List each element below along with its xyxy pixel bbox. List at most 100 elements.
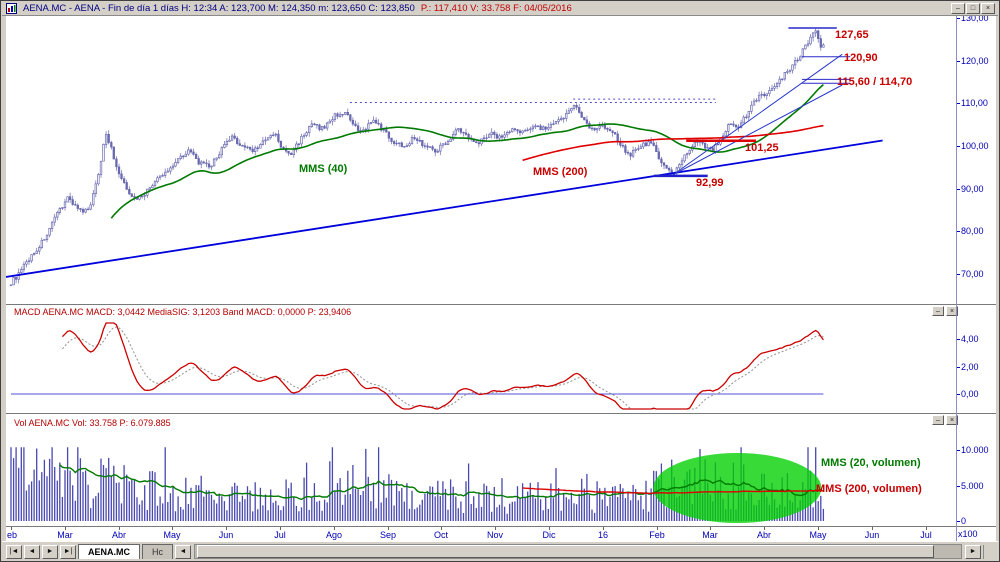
macd-close-button[interactable]: ×: [946, 306, 958, 316]
label-92-99: 92,99: [696, 177, 724, 189]
time-axis-tick: [226, 527, 227, 530]
time-axis-tick: [926, 527, 927, 530]
price-axis-tick: [956, 189, 960, 190]
next-tab-button[interactable]: ►: [42, 544, 58, 559]
price-axis-label: 110,00: [961, 98, 988, 108]
price-axis-tick: [956, 146, 960, 147]
price-axis-tick: [956, 231, 960, 232]
time-axis-label: Abr: [756, 530, 772, 540]
time-axis-tick: [872, 527, 873, 530]
first-tab-button[interactable]: |◄: [6, 544, 22, 559]
macd-header-text: MACD AENA.MC MACD: 3,0442 MediaSIG: 3,12…: [14, 307, 352, 317]
volume-panel-header: Vol AENA.MC Vol: 33.758 P: 6.079.885 – ×: [6, 413, 996, 430]
label-mms-20-volumen: MMS (20, volumen): [821, 457, 921, 469]
axis-separator-line: [956, 15, 957, 541]
price-axis-label: 80,00: [961, 226, 984, 236]
window-title-values: P.: 117,410 V: 33.758 F: 04/05/2016: [420, 3, 572, 14]
volume-header-text: Vol AENA.MC Vol: 33.758 P: 6.079.885: [14, 418, 171, 428]
time-axis-tick: [657, 527, 658, 530]
price-axis-label: 130,00: [961, 13, 989, 23]
label-115-60-114-70: 115,60 / 114,70: [837, 76, 913, 88]
time-axis-tick: [388, 527, 389, 530]
hscroll-right-button[interactable]: ►: [965, 544, 981, 559]
time-axis: eb Mar Abr May Jun Jul Ago Sep Oct Nov Dic 16 Feb Mar…: [6, 526, 996, 541]
time-axis-label: Ago: [325, 530, 343, 540]
macd-axis-tick: [956, 367, 960, 368]
time-axis-tick: [603, 527, 604, 530]
hscroll-thumb[interactable]: [197, 545, 935, 558]
macd-panel-header: MACD AENA.MC MACD: 3,0442 MediaSIG: 3,12…: [6, 304, 996, 317]
maximize-button[interactable]: □: [966, 3, 980, 14]
macd-axis-tick: [956, 339, 960, 340]
label-101-25: 101,25: [745, 142, 779, 154]
price-panel: 130,00 120,00 110,00 100,00 90,00 80,00 70,00 …: [6, 13, 996, 304]
title-bar: AENA.MC - AENA - Fin de día 1 días H: 12…: [2, 2, 998, 16]
label-mms-40: MMS (40): [299, 163, 348, 175]
tab-hc[interactable]: Hc: [142, 544, 173, 559]
hscroll-track[interactable]: [194, 544, 962, 559]
time-axis-tick: [334, 527, 335, 530]
resize-grip[interactable]: [983, 544, 998, 559]
macd-axis-label: 2,00: [961, 362, 979, 372]
price-axis-label: 120,00: [961, 56, 989, 66]
close-button[interactable]: ×: [981, 3, 995, 14]
time-axis-tick: [764, 527, 765, 530]
time-axis-tick: [65, 527, 66, 530]
time-axis-label: Jul: [920, 530, 932, 540]
volume-axis: 10.000 5.000 0: [956, 430, 996, 526]
price-axis-label: 90,00: [961, 184, 984, 194]
time-axis-label: Jun: [218, 530, 234, 540]
tab-bar: |◄ ◄ ► ►| AENA.MC Hc ◄ ►: [2, 541, 998, 561]
price-axis-label: 100,00: [961, 141, 989, 151]
label-127-65: 127,65: [835, 29, 869, 41]
time-axis-label: Mar: [702, 530, 718, 540]
time-axis-label: Abr: [111, 530, 127, 540]
vol-multiplier-label: x100: [958, 529, 978, 539]
hscroll-left-button[interactable]: ◄: [175, 544, 191, 559]
macd-axis: 4,00 2,00 0,00: [956, 317, 996, 413]
time-axis-tick: [818, 527, 819, 530]
window-controls: – □ ×: [951, 3, 995, 14]
macd-collapse-button[interactable]: –: [932, 306, 944, 316]
time-axis-label: Jun: [864, 530, 880, 540]
time-axis-tick: [172, 527, 173, 530]
macd-chart[interactable]: [6, 317, 956, 413]
volume-chart[interactable]: [6, 430, 956, 526]
macd-axis-label: 0,00: [961, 389, 979, 399]
time-axis-tick: [11, 527, 12, 530]
time-axis-label: Oct: [433, 530, 449, 540]
label-mms-200: MMS (200): [533, 166, 588, 178]
time-axis-label: Feb: [649, 530, 665, 540]
volume-close-button[interactable]: ×: [946, 415, 958, 425]
tab-aena-mc[interactable]: AENA.MC: [78, 544, 140, 559]
macd-panel: 4,00 2,00 0,00: [6, 317, 996, 413]
last-tab-button[interactable]: ►|: [60, 544, 76, 559]
macd-axis-tick: [956, 394, 960, 395]
price-axis-tick: [956, 18, 960, 19]
volume-axis-tick: [956, 450, 960, 451]
window-title: AENA.MC - AENA - Fin de día 1 días H: 12…: [23, 3, 415, 14]
chart-icon: [6, 3, 17, 14]
price-chart[interactable]: [6, 16, 956, 304]
price-axis-tick: [956, 103, 960, 104]
label-120-90: 120,90: [844, 52, 878, 64]
time-axis-label: Mar: [57, 530, 73, 540]
price-axis-label: 70,00: [961, 269, 984, 279]
time-axis-label: Sep: [379, 530, 397, 540]
time-axis-tick: [280, 527, 281, 530]
time-axis-label: Jul: [274, 530, 286, 540]
time-axis-label: May: [809, 530, 827, 540]
time-axis-tick: [549, 527, 550, 530]
minimize-button[interactable]: –: [951, 3, 965, 14]
time-axis-label: eb: [7, 530, 18, 540]
time-axis-label: May: [163, 530, 181, 540]
prev-tab-button[interactable]: ◄: [24, 544, 40, 559]
time-axis-tick: [710, 527, 711, 530]
label-mms-200-volumen: MMS (200, volumen): [816, 483, 922, 495]
volume-panel: 10.000 5.000 0 MMS (20, volumen) MMS (200, …: [6, 430, 996, 526]
time-axis-label: 16: [597, 530, 609, 540]
volume-collapse-button[interactable]: –: [932, 415, 944, 425]
price-axis-tick: [956, 274, 960, 275]
price-axis-tick: [956, 61, 960, 62]
